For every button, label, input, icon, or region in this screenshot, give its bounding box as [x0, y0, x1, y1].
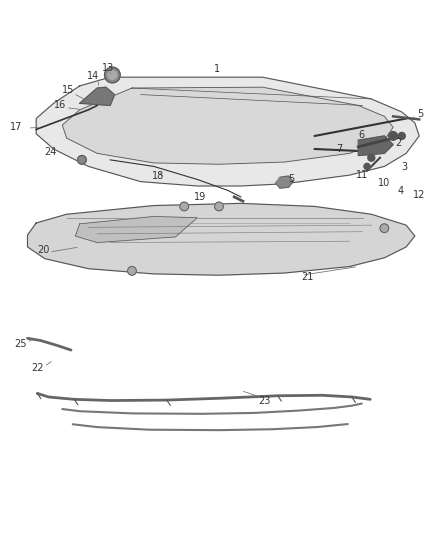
Circle shape	[398, 133, 405, 140]
Text: 23: 23	[258, 395, 271, 406]
Circle shape	[127, 266, 136, 275]
Polygon shape	[358, 136, 393, 156]
Circle shape	[78, 156, 86, 164]
Circle shape	[108, 71, 117, 79]
Text: 25: 25	[14, 339, 27, 349]
Text: 1: 1	[214, 64, 220, 74]
Polygon shape	[28, 204, 415, 275]
Polygon shape	[276, 176, 293, 188]
Text: 2: 2	[395, 139, 402, 148]
Text: 18: 18	[152, 171, 165, 181]
Text: 11: 11	[356, 170, 368, 180]
Text: 24: 24	[45, 147, 57, 157]
Text: 20: 20	[37, 245, 49, 255]
Polygon shape	[36, 77, 419, 186]
Polygon shape	[80, 87, 115, 106]
Text: 10: 10	[378, 177, 390, 188]
Text: 21: 21	[302, 272, 314, 282]
Text: 5: 5	[417, 109, 423, 119]
Text: 5: 5	[289, 174, 295, 184]
Text: 4: 4	[397, 186, 403, 196]
Circle shape	[380, 224, 389, 232]
Text: 22: 22	[32, 363, 44, 373]
Text: 15: 15	[62, 85, 74, 95]
Circle shape	[180, 202, 188, 211]
Text: 3: 3	[402, 162, 408, 172]
Circle shape	[368, 154, 375, 161]
Text: 14: 14	[87, 71, 99, 82]
Polygon shape	[62, 87, 393, 164]
Text: 13: 13	[102, 62, 114, 72]
Polygon shape	[75, 216, 197, 243]
Circle shape	[364, 163, 370, 169]
Text: 17: 17	[10, 122, 22, 132]
Text: 16: 16	[53, 100, 66, 110]
Text: 12: 12	[413, 190, 425, 200]
Circle shape	[215, 202, 223, 211]
Circle shape	[389, 132, 397, 140]
Text: 19: 19	[194, 192, 206, 202]
Text: 7: 7	[336, 144, 343, 154]
Circle shape	[105, 67, 120, 83]
Text: 6: 6	[358, 130, 364, 140]
